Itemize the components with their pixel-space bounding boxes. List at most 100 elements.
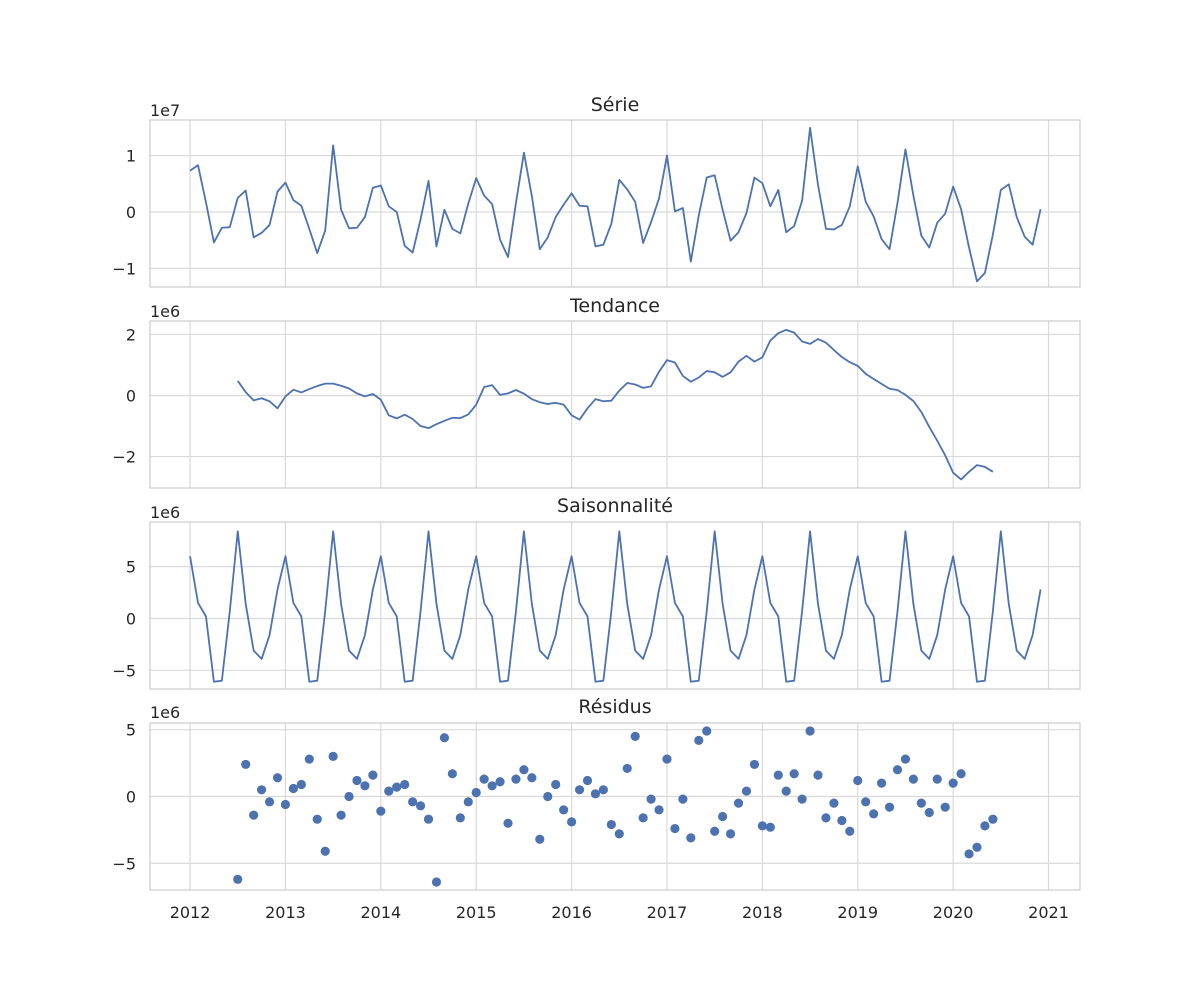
residual-point — [503, 818, 513, 828]
residual-point — [686, 833, 696, 843]
residual-point — [471, 787, 481, 798]
residual-point — [392, 782, 402, 792]
residual-point — [264, 797, 275, 807]
residual-point — [487, 781, 497, 791]
residual-point — [694, 735, 704, 745]
residual-point — [781, 786, 791, 796]
residual-point — [511, 774, 521, 784]
residual-point — [280, 799, 291, 810]
y-tick-label-serie: 1 — [126, 147, 136, 166]
residual-point — [733, 798, 744, 808]
residual-point — [861, 797, 871, 807]
residual-point — [606, 819, 616, 830]
residual-point — [869, 809, 879, 819]
residual-point — [877, 778, 887, 788]
residual-point — [829, 798, 839, 808]
plot-frame-serie — [149, 119, 1081, 288]
residual-point — [455, 813, 465, 823]
residual-point — [241, 759, 251, 770]
residual-point — [296, 779, 306, 790]
residual-point — [376, 806, 386, 816]
residual-point — [336, 810, 346, 820]
x-tick-label: 2021 — [1028, 903, 1069, 922]
y-tick-label-tendance: 2 — [126, 325, 136, 344]
residual-point — [853, 775, 863, 786]
residual-point — [384, 786, 394, 796]
residual-point — [845, 826, 855, 836]
panel-saisonnalite: Saisonnalité 1e6 −5 0 5 — [112, 495, 1081, 690]
residual-point — [559, 805, 569, 815]
residual-point — [400, 779, 410, 790]
x-tick-label: 2013 — [265, 903, 306, 922]
residual-point — [972, 842, 982, 852]
residual-point — [463, 797, 473, 807]
residual-point — [567, 817, 577, 827]
residual-point — [304, 754, 314, 764]
residual-point — [439, 733, 450, 743]
residual-point — [257, 785, 267, 795]
residual-point — [288, 783, 298, 794]
residual-point — [328, 751, 338, 762]
residual-point — [415, 801, 426, 811]
residual-point — [320, 846, 330, 856]
residual-point — [924, 807, 934, 818]
residual-point — [249, 810, 259, 820]
x-tick-label: 2012 — [170, 903, 211, 922]
residual-point — [519, 765, 529, 775]
panel-title-residus: Résidus — [578, 696, 651, 718]
residual-point — [423, 814, 434, 824]
panel-tendance: Tendance 1e6 −2 0 2 — [112, 295, 1081, 489]
residual-point — [614, 829, 624, 839]
residual-point — [749, 759, 760, 770]
series-line-serie — [189, 127, 1042, 283]
residual-point — [551, 779, 561, 790]
y-tick-label-saisonnalite: −5 — [112, 661, 136, 680]
residual-point — [233, 874, 243, 884]
plot-frame-saisonnalite — [149, 521, 1081, 690]
x-tick-label: 2018 — [742, 903, 783, 922]
panel-serie: Série 1e7 −1 0 1 — [112, 94, 1081, 288]
residual-point — [710, 826, 720, 836]
y-tick-label-serie: −1 — [112, 259, 136, 278]
residual-point — [527, 773, 537, 783]
y-tick-label-serie: 0 — [126, 203, 136, 222]
residual-point — [670, 823, 680, 834]
residual-point — [725, 829, 736, 839]
residual-point — [718, 811, 728, 822]
residual-point — [916, 798, 926, 808]
x-tick-label: 2014 — [360, 903, 401, 922]
residual-point — [535, 834, 545, 844]
x-tick-label: 2019 — [837, 903, 878, 922]
residual-point — [431, 877, 442, 887]
residual-point — [590, 789, 601, 799]
plot-frame-residus — [149, 722, 1081, 891]
residual-point — [988, 814, 998, 824]
y-exponent-serie: 1e7 — [150, 101, 180, 120]
y-tick-label-residus: −5 — [112, 854, 136, 873]
residual-point — [352, 775, 362, 786]
panel-title-tendance: Tendance — [569, 295, 660, 317]
residual-point — [932, 774, 942, 784]
y-exponent-saisonnalite: 1e6 — [150, 503, 180, 522]
panel-title-serie: Série — [591, 94, 640, 116]
residual-point — [582, 775, 593, 786]
residual-point — [821, 813, 831, 823]
residual-point — [765, 822, 775, 832]
residual-point — [805, 726, 815, 736]
residual-point — [940, 802, 950, 812]
residual-point — [789, 769, 799, 779]
residual-point — [884, 802, 895, 812]
residual-point — [495, 777, 505, 787]
residual-point — [312, 814, 322, 824]
x-tick-label: 2016 — [551, 903, 592, 922]
y-tick-label-saisonnalite: 0 — [126, 609, 136, 628]
residual-point — [344, 791, 354, 802]
x-tick-label: 2017 — [647, 903, 688, 922]
series-line-tendance — [237, 328, 994, 481]
residual-point — [574, 785, 585, 795]
x-tick-label: 2015 — [456, 903, 497, 922]
residual-point — [964, 849, 974, 859]
residual-point — [702, 726, 712, 736]
residual-point — [773, 770, 783, 780]
residual-point — [646, 794, 656, 804]
